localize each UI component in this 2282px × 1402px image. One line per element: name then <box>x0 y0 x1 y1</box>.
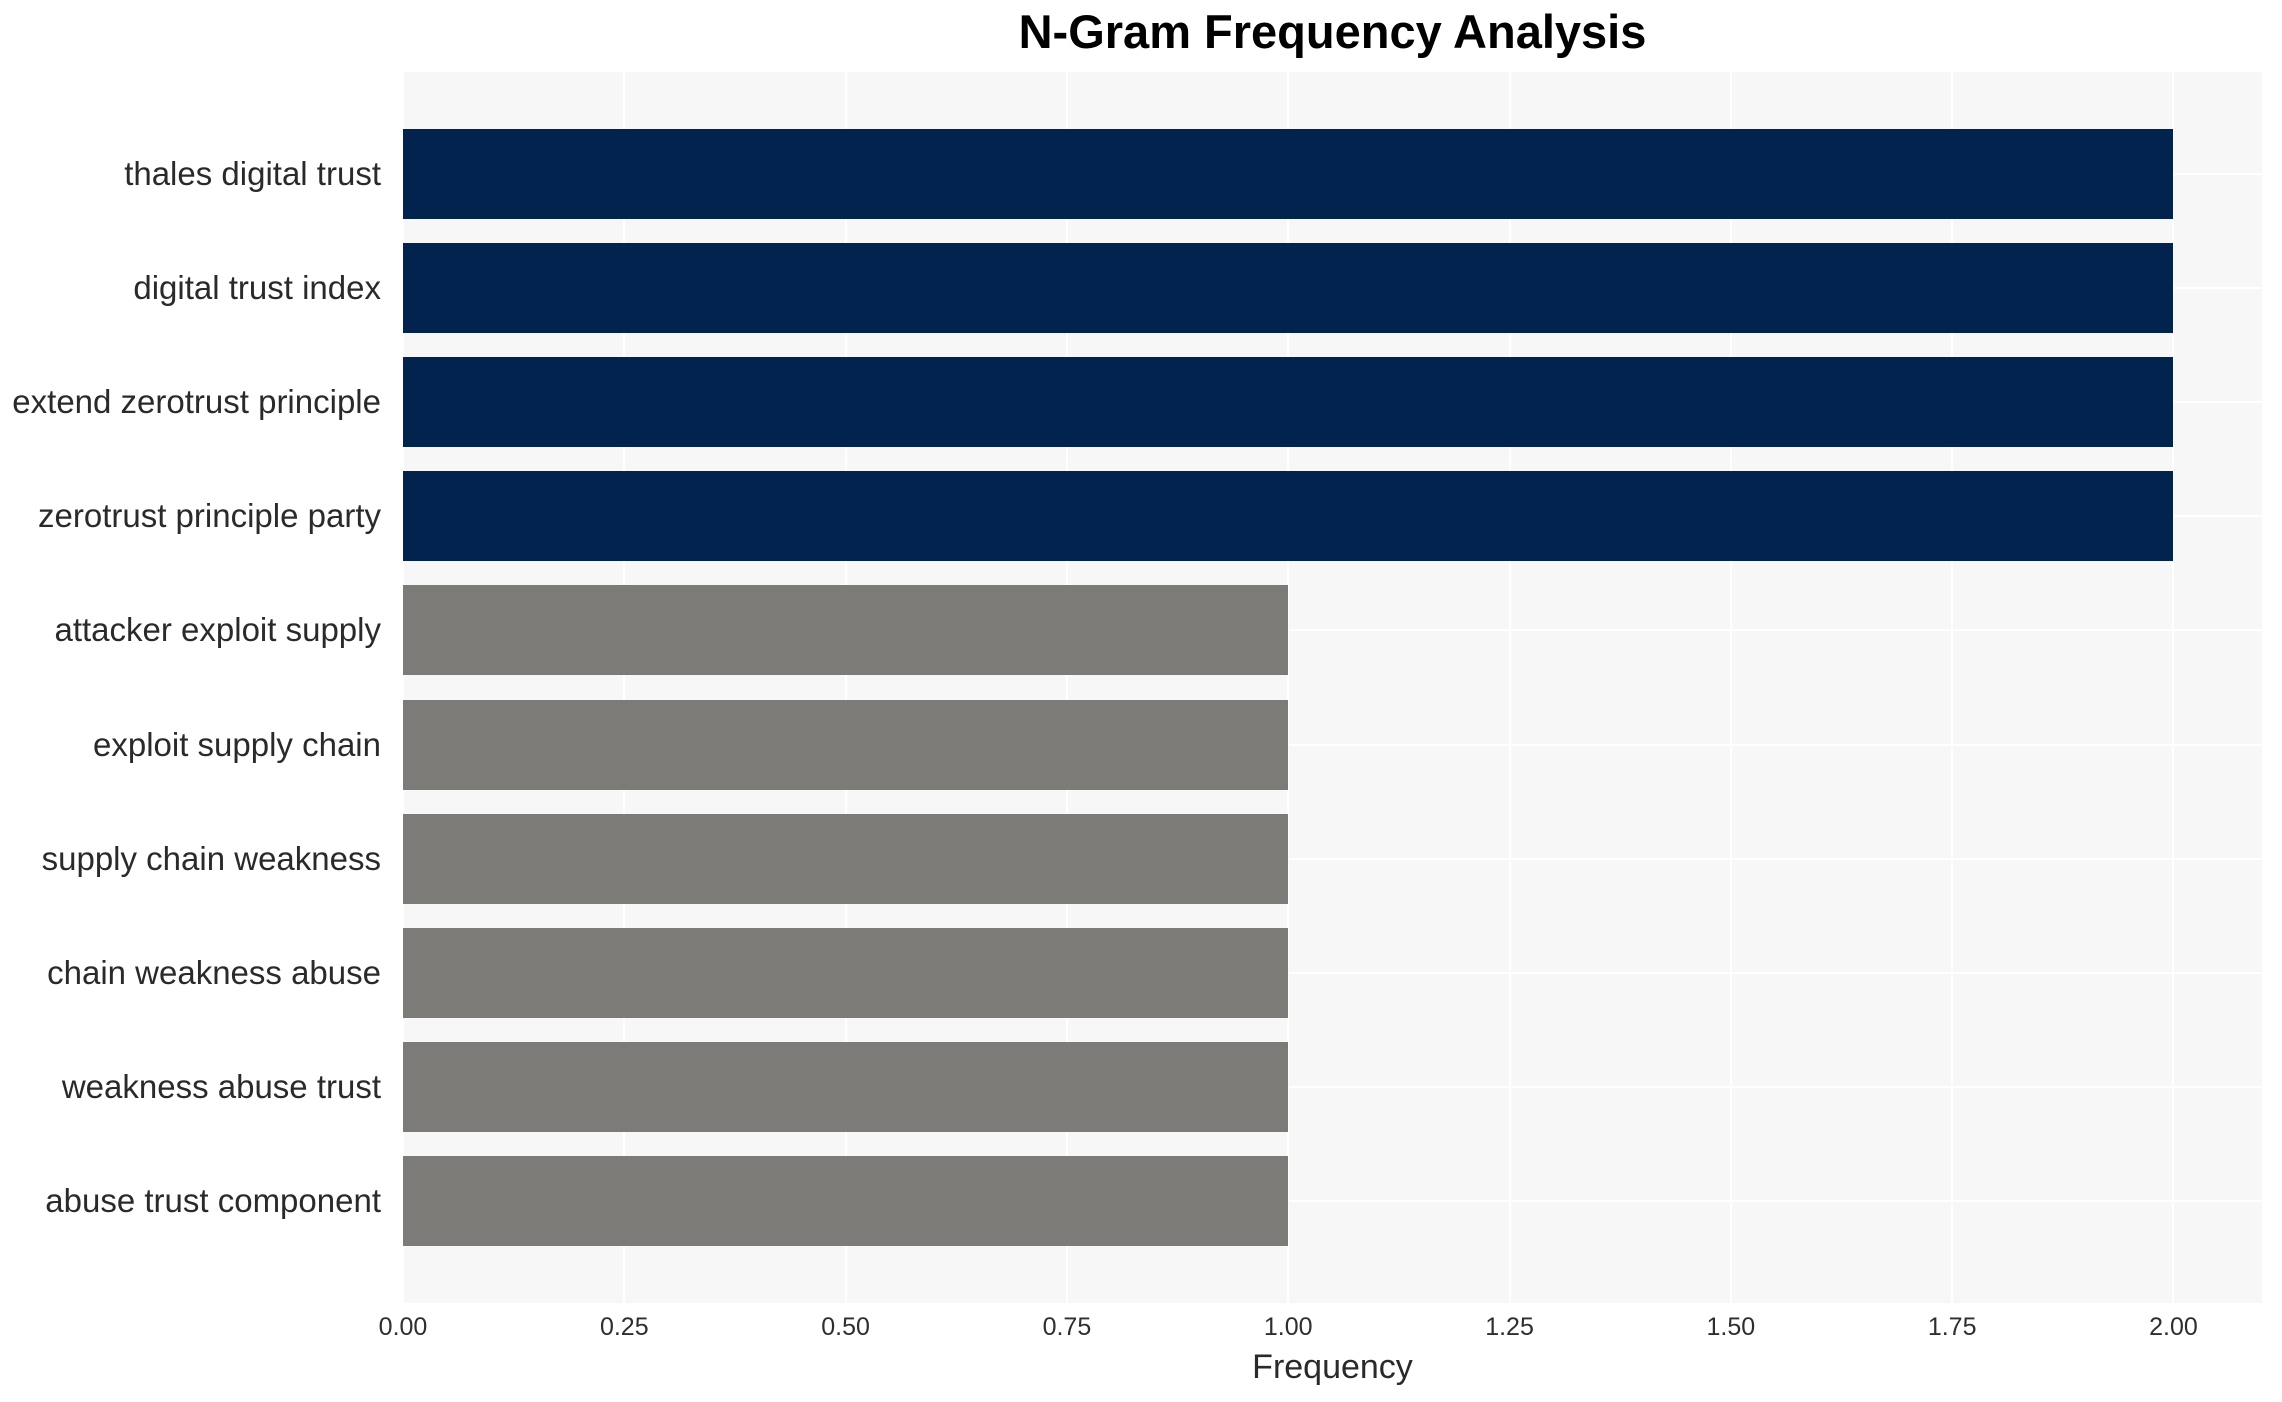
gridline-vertical <box>402 72 404 1303</box>
gridline-horizontal <box>403 1085 2262 1088</box>
y-tick-label: thales digital trust <box>124 155 381 193</box>
gridline-horizontal <box>403 629 2262 632</box>
bar <box>403 1041 1289 1132</box>
y-tick-label: chain weakness abuse <box>47 953 381 991</box>
bar <box>403 585 1289 676</box>
bar <box>403 1155 1289 1246</box>
gridline-vertical <box>623 72 626 1303</box>
y-tick-label: digital trust index <box>133 269 381 307</box>
gridline-vertical <box>1508 72 1511 1303</box>
y-tick-label: weakness abuse trust <box>61 1067 381 1105</box>
chart-title: N-Gram Frequency Analysis <box>1018 5 1647 58</box>
plot-area <box>402 72 2262 1303</box>
x-tick-label: 1.25 <box>1485 1313 1534 1341</box>
gridline-vertical <box>1065 72 1068 1303</box>
gridline-horizontal <box>403 857 2262 860</box>
x-tick-label: 1.75 <box>1927 1313 1977 1341</box>
x-tick-label: 0.25 <box>599 1313 649 1341</box>
bar <box>403 927 1289 1018</box>
x-tick-label: 0.75 <box>1042 1313 1092 1341</box>
x-tick-label: 1.00 <box>1263 1313 1313 1341</box>
y-tick-label: attacker exploit supply <box>54 611 381 649</box>
y-tick-label: extend zerotrust principle <box>12 383 381 421</box>
bar <box>403 243 2174 334</box>
gridline-vertical <box>1951 72 1954 1303</box>
y-tick-label: zerotrust principle party <box>38 497 381 535</box>
gridline-horizontal <box>403 1199 2262 1202</box>
gridline-vertical <box>1287 72 1290 1303</box>
bar <box>403 699 1289 790</box>
x-axis-label: Frequency <box>1252 1348 1413 1386</box>
bar <box>403 471 2174 562</box>
y-tick-label: abuse trust component <box>45 1181 381 1219</box>
x-tick-label: 0.50 <box>821 1313 870 1341</box>
bar <box>403 813 1289 904</box>
x-tick-label: 2.00 <box>2149 1313 2198 1341</box>
gridline-vertical <box>844 72 847 1303</box>
gridline-vertical <box>1729 72 1732 1303</box>
x-tick-label: 0.00 <box>378 1313 428 1341</box>
gridline-horizontal <box>403 743 2262 746</box>
bar <box>403 129 2174 220</box>
y-tick-label: supply chain weakness <box>41 839 381 877</box>
bar <box>403 357 2174 448</box>
gridline-vertical <box>2172 72 2175 1303</box>
x-tick-label: 1.50 <box>1706 1313 1756 1341</box>
x-axis: 0.00 0.25 0.50 0.75 1.00 1.25 1.50 1.75 2.00 <box>379 1313 2262 1347</box>
gridline-horizontal <box>403 971 2262 974</box>
y-axis: thales digital trust digital trust index e… <box>0 72 391 1303</box>
y-tick-label: exploit supply chain <box>92 725 381 763</box>
